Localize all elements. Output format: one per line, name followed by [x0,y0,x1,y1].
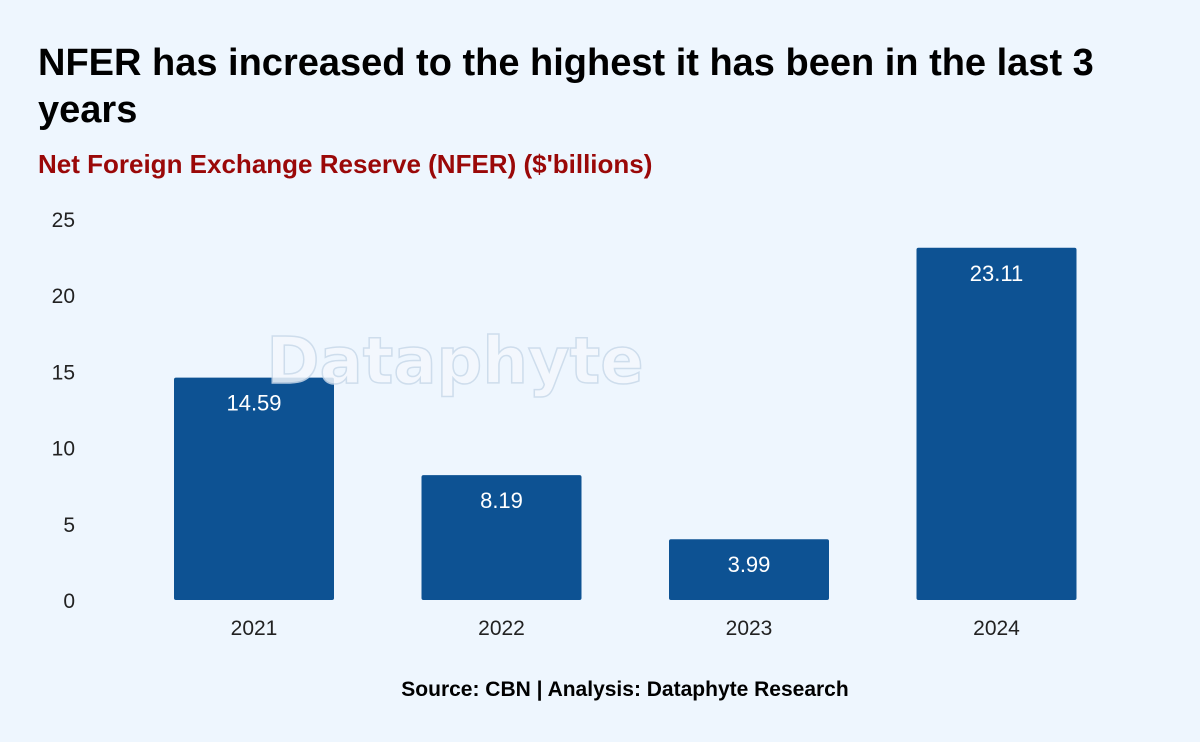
bar-value-label: 23.11 [970,261,1023,286]
bar-value-label: 14.59 [226,391,281,416]
x-tick-label: 2024 [973,617,1020,640]
bar-2024 [916,247,1077,601]
bar-value-label: 3.99 [728,552,771,577]
x-axis: 2021 2022 2023 2024 [231,617,1021,640]
y-axis: 0 5 10 15 20 25 [52,209,75,613]
bar-2021 [174,377,334,600]
x-tick-label: 2023 [726,617,773,640]
source-note: Source: CBN | Analysis: Dataphyte Resear… [401,678,849,701]
chart-title: NFER has increased to the highest it has… [38,42,1094,131]
value-labels: 14.59 8.19 3.99 23.11 [226,261,1023,577]
y-tick-label: 15 [52,361,75,384]
x-tick-label: 2021 [231,617,278,640]
y-tick-label: 10 [52,438,75,461]
bar-2023 [669,539,829,600]
y-tick-label: 20 [52,285,75,308]
bar-value-label: 8.19 [480,488,523,513]
y-tick-label: 5 [63,514,75,537]
bar-2022 [421,475,582,600]
bars [174,247,1077,601]
y-tick-label: 25 [52,209,75,232]
y-tick-label: 0 [63,590,75,613]
chart-subtitle: Net Foreign Exchange Reserve (NFER) ($'b… [38,149,653,179]
watermark-logo: Dataphyte [266,325,643,399]
x-tick-label: 2022 [478,617,525,640]
